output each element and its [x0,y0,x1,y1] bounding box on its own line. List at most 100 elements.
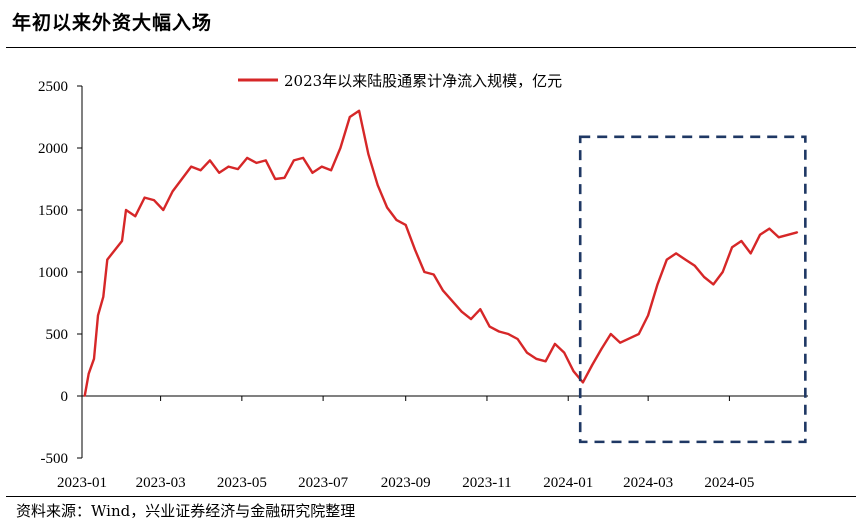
data-point [367,153,370,156]
x-tick-label: 2023-07 [298,475,348,491]
data-point [376,184,379,187]
data-point [125,209,127,211]
data-point [656,283,659,286]
x-tick-label: 2024-01 [543,475,593,491]
data-point [535,357,538,360]
data-point [199,169,202,172]
data-point [582,381,584,384]
y-tick-label: -500 [41,451,69,467]
x-tick-label: 2023-03 [136,475,186,491]
y-tick-label: 2000 [38,141,68,157]
data-point [237,168,239,171]
data-point [637,333,640,335]
data-point [488,325,491,328]
data-point [693,264,696,267]
x-tick-label: 2023-01 [57,475,107,491]
data-point [414,248,416,251]
x-tick-label: 2023-05 [217,475,267,491]
data-point [330,169,332,172]
chart-legend: 2023年以来陆股通累计净流入规模，亿元 [238,72,562,90]
data-point [339,147,342,149]
data-point [87,372,90,375]
data-point [470,318,472,320]
data-point [181,178,183,180]
data-point [246,157,249,159]
data-point [190,165,193,168]
data-point [209,159,211,162]
data-point [320,165,323,168]
data-point [97,314,99,317]
data-point [302,157,304,159]
data-point [479,308,482,311]
data-point [404,224,407,226]
data-point [227,165,230,168]
data-point [712,283,715,286]
data-point [675,252,677,255]
data-point [721,271,724,273]
data-point [740,240,743,242]
y-tick-label: 1500 [38,203,68,219]
x-tick-label: 2023-11 [462,475,511,491]
data-point [563,351,566,354]
data-point [311,171,314,174]
data-point [777,236,780,239]
y-tick-label: 0 [61,389,69,405]
y-tick-label: 1000 [38,265,68,281]
data-point [460,310,463,313]
data-point [218,171,221,174]
highlight-dashed-box [578,135,807,444]
data-point [358,109,360,112]
data-point [255,162,258,164]
data-point [731,246,733,249]
data-point [348,116,351,118]
x-tick-label: 2024-03 [623,475,673,491]
data-point [647,314,649,317]
data-point [507,333,510,335]
y-tick-label: 500 [46,327,69,343]
page-title: 年初以来外资大幅入场 [12,12,213,34]
data-point [516,338,519,340]
data-point [665,258,668,261]
data-point [759,233,761,236]
data-point [274,178,277,180]
data-point [432,273,435,276]
data-point [600,348,603,350]
data-point [442,289,444,292]
series-line [83,109,798,397]
data-point [619,341,622,344]
data-point [591,364,594,366]
data-point [143,196,146,199]
data-point [749,252,752,255]
x-tick-label: 2024-05 [704,475,754,491]
data-point [93,357,95,360]
data-point [787,233,789,236]
data-point [572,370,575,373]
legend-label: 2023年以来陆股通累计净流入规模，亿元 [284,72,562,90]
data-point [684,258,687,261]
data-point [554,343,556,345]
data-point [386,206,388,209]
data-point [134,215,137,218]
data-point [153,199,155,202]
chart-annotations [578,135,807,444]
data-point [423,271,426,273]
chart-ticks: -500 0 500 1000 1500 2000 2500 2023-01 2023-03 20… [38,79,754,491]
data-point [264,159,267,162]
data-point [102,295,105,298]
data-point [121,240,123,242]
data-point [703,276,705,278]
data-point [526,351,528,354]
chart-series [83,109,799,397]
data-point [283,176,286,179]
data-point [498,330,500,333]
source-divider [6,496,856,497]
data-point [395,219,398,221]
title-divider [6,47,856,48]
data-point [609,333,612,335]
data-point [796,231,799,234]
data-point [544,360,547,363]
data-point [768,227,771,230]
data-point [292,159,295,162]
data-point [106,258,109,261]
